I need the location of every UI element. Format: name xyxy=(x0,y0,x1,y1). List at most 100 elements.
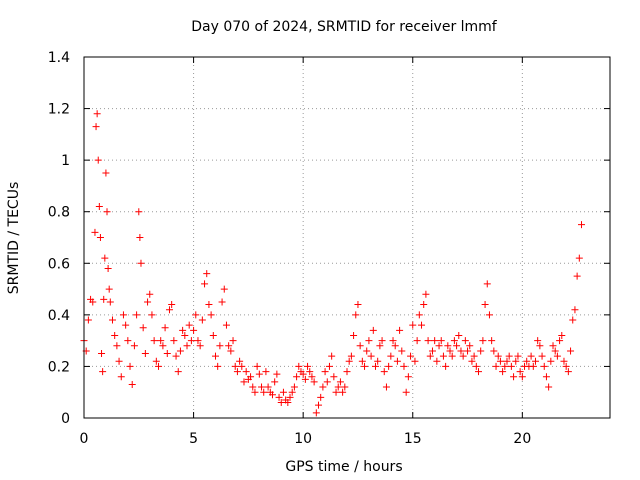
y-tick-label: 1.2 xyxy=(48,102,70,118)
data-point xyxy=(181,331,189,339)
data-point xyxy=(146,290,154,298)
data-point xyxy=(542,373,550,381)
data-point xyxy=(101,254,109,262)
plot-frame xyxy=(83,56,611,419)
data-point xyxy=(152,357,160,365)
data-point xyxy=(91,228,99,236)
data-point xyxy=(523,357,531,365)
data-point xyxy=(102,169,110,177)
y-tick-label: 1 xyxy=(61,153,70,169)
data-point xyxy=(350,331,358,339)
data-point xyxy=(258,383,266,391)
data-point xyxy=(220,285,228,293)
data-point xyxy=(233,368,241,376)
data-point xyxy=(398,347,406,355)
axis-ticks xyxy=(83,56,610,419)
data-point xyxy=(369,326,377,334)
data-point xyxy=(317,393,325,401)
data-point xyxy=(92,123,100,131)
data-point xyxy=(238,362,246,370)
data-point xyxy=(448,352,456,360)
data-point xyxy=(422,290,430,298)
data-point xyxy=(367,352,375,360)
data-point xyxy=(222,321,230,329)
data-point xyxy=(271,378,279,386)
data-point xyxy=(229,337,237,345)
data-point xyxy=(308,373,316,381)
data-point xyxy=(198,316,206,324)
data-point xyxy=(352,311,360,319)
chart-title: Day 070 of 2024, SRMTID for receiver lmm… xyxy=(191,19,498,35)
data-point xyxy=(457,347,465,355)
data-point xyxy=(323,378,331,386)
data-point xyxy=(268,391,276,399)
data-point xyxy=(192,311,200,319)
data-point xyxy=(325,362,333,370)
data-point xyxy=(105,285,113,293)
data-point xyxy=(203,270,211,278)
data-point xyxy=(365,337,373,345)
data-point xyxy=(304,362,312,370)
data-point xyxy=(212,352,219,360)
data-point xyxy=(466,342,474,350)
data-point xyxy=(571,306,579,314)
data-point xyxy=(556,337,564,345)
data-point xyxy=(341,383,349,391)
data-point xyxy=(363,347,371,355)
data-point xyxy=(378,337,386,345)
data-point xyxy=(172,352,180,360)
data-point xyxy=(470,352,478,360)
data-point xyxy=(98,350,106,358)
data-point xyxy=(240,378,248,386)
data-point xyxy=(273,370,281,378)
data-point xyxy=(104,264,112,272)
data-point xyxy=(538,352,546,360)
data-point xyxy=(433,357,441,365)
data-point xyxy=(128,380,136,388)
data-point xyxy=(387,352,395,360)
data-point xyxy=(354,301,362,309)
data-point xyxy=(179,326,187,334)
data-point xyxy=(310,378,318,386)
data-point xyxy=(547,357,555,365)
data-point xyxy=(155,362,163,370)
data-point xyxy=(343,368,351,376)
data-point xyxy=(569,316,577,324)
data-point xyxy=(562,362,570,370)
data-point xyxy=(336,378,344,386)
data-point xyxy=(418,321,426,329)
data-point xyxy=(122,321,130,329)
data-point xyxy=(95,203,103,211)
data-point xyxy=(396,326,404,334)
data-point xyxy=(558,331,566,339)
data-point xyxy=(148,311,156,319)
data-point xyxy=(455,331,463,339)
data-point xyxy=(407,352,415,360)
data-point xyxy=(481,301,489,309)
data-point xyxy=(534,337,542,345)
data-point xyxy=(374,357,382,365)
data-point xyxy=(516,368,524,376)
data-point xyxy=(415,311,423,319)
data-point xyxy=(475,368,482,376)
data-point xyxy=(490,347,498,355)
data-point xyxy=(361,362,369,370)
data-point xyxy=(319,383,327,391)
data-point xyxy=(136,234,144,241)
data-point xyxy=(492,362,500,370)
data-point xyxy=(385,362,393,370)
data-point xyxy=(358,357,366,365)
data-point xyxy=(260,388,268,396)
data-point xyxy=(347,352,355,360)
data-point xyxy=(89,298,97,306)
data-point xyxy=(332,388,340,396)
data-point xyxy=(94,156,102,164)
data-point xyxy=(99,368,107,376)
data-point xyxy=(553,352,561,360)
data-point xyxy=(183,342,191,350)
data-point xyxy=(536,342,544,350)
y-axis-title: SRMTID / TECUs xyxy=(6,182,22,295)
data-point xyxy=(315,401,323,409)
x-axis-title: GPS time / hours xyxy=(285,459,402,475)
